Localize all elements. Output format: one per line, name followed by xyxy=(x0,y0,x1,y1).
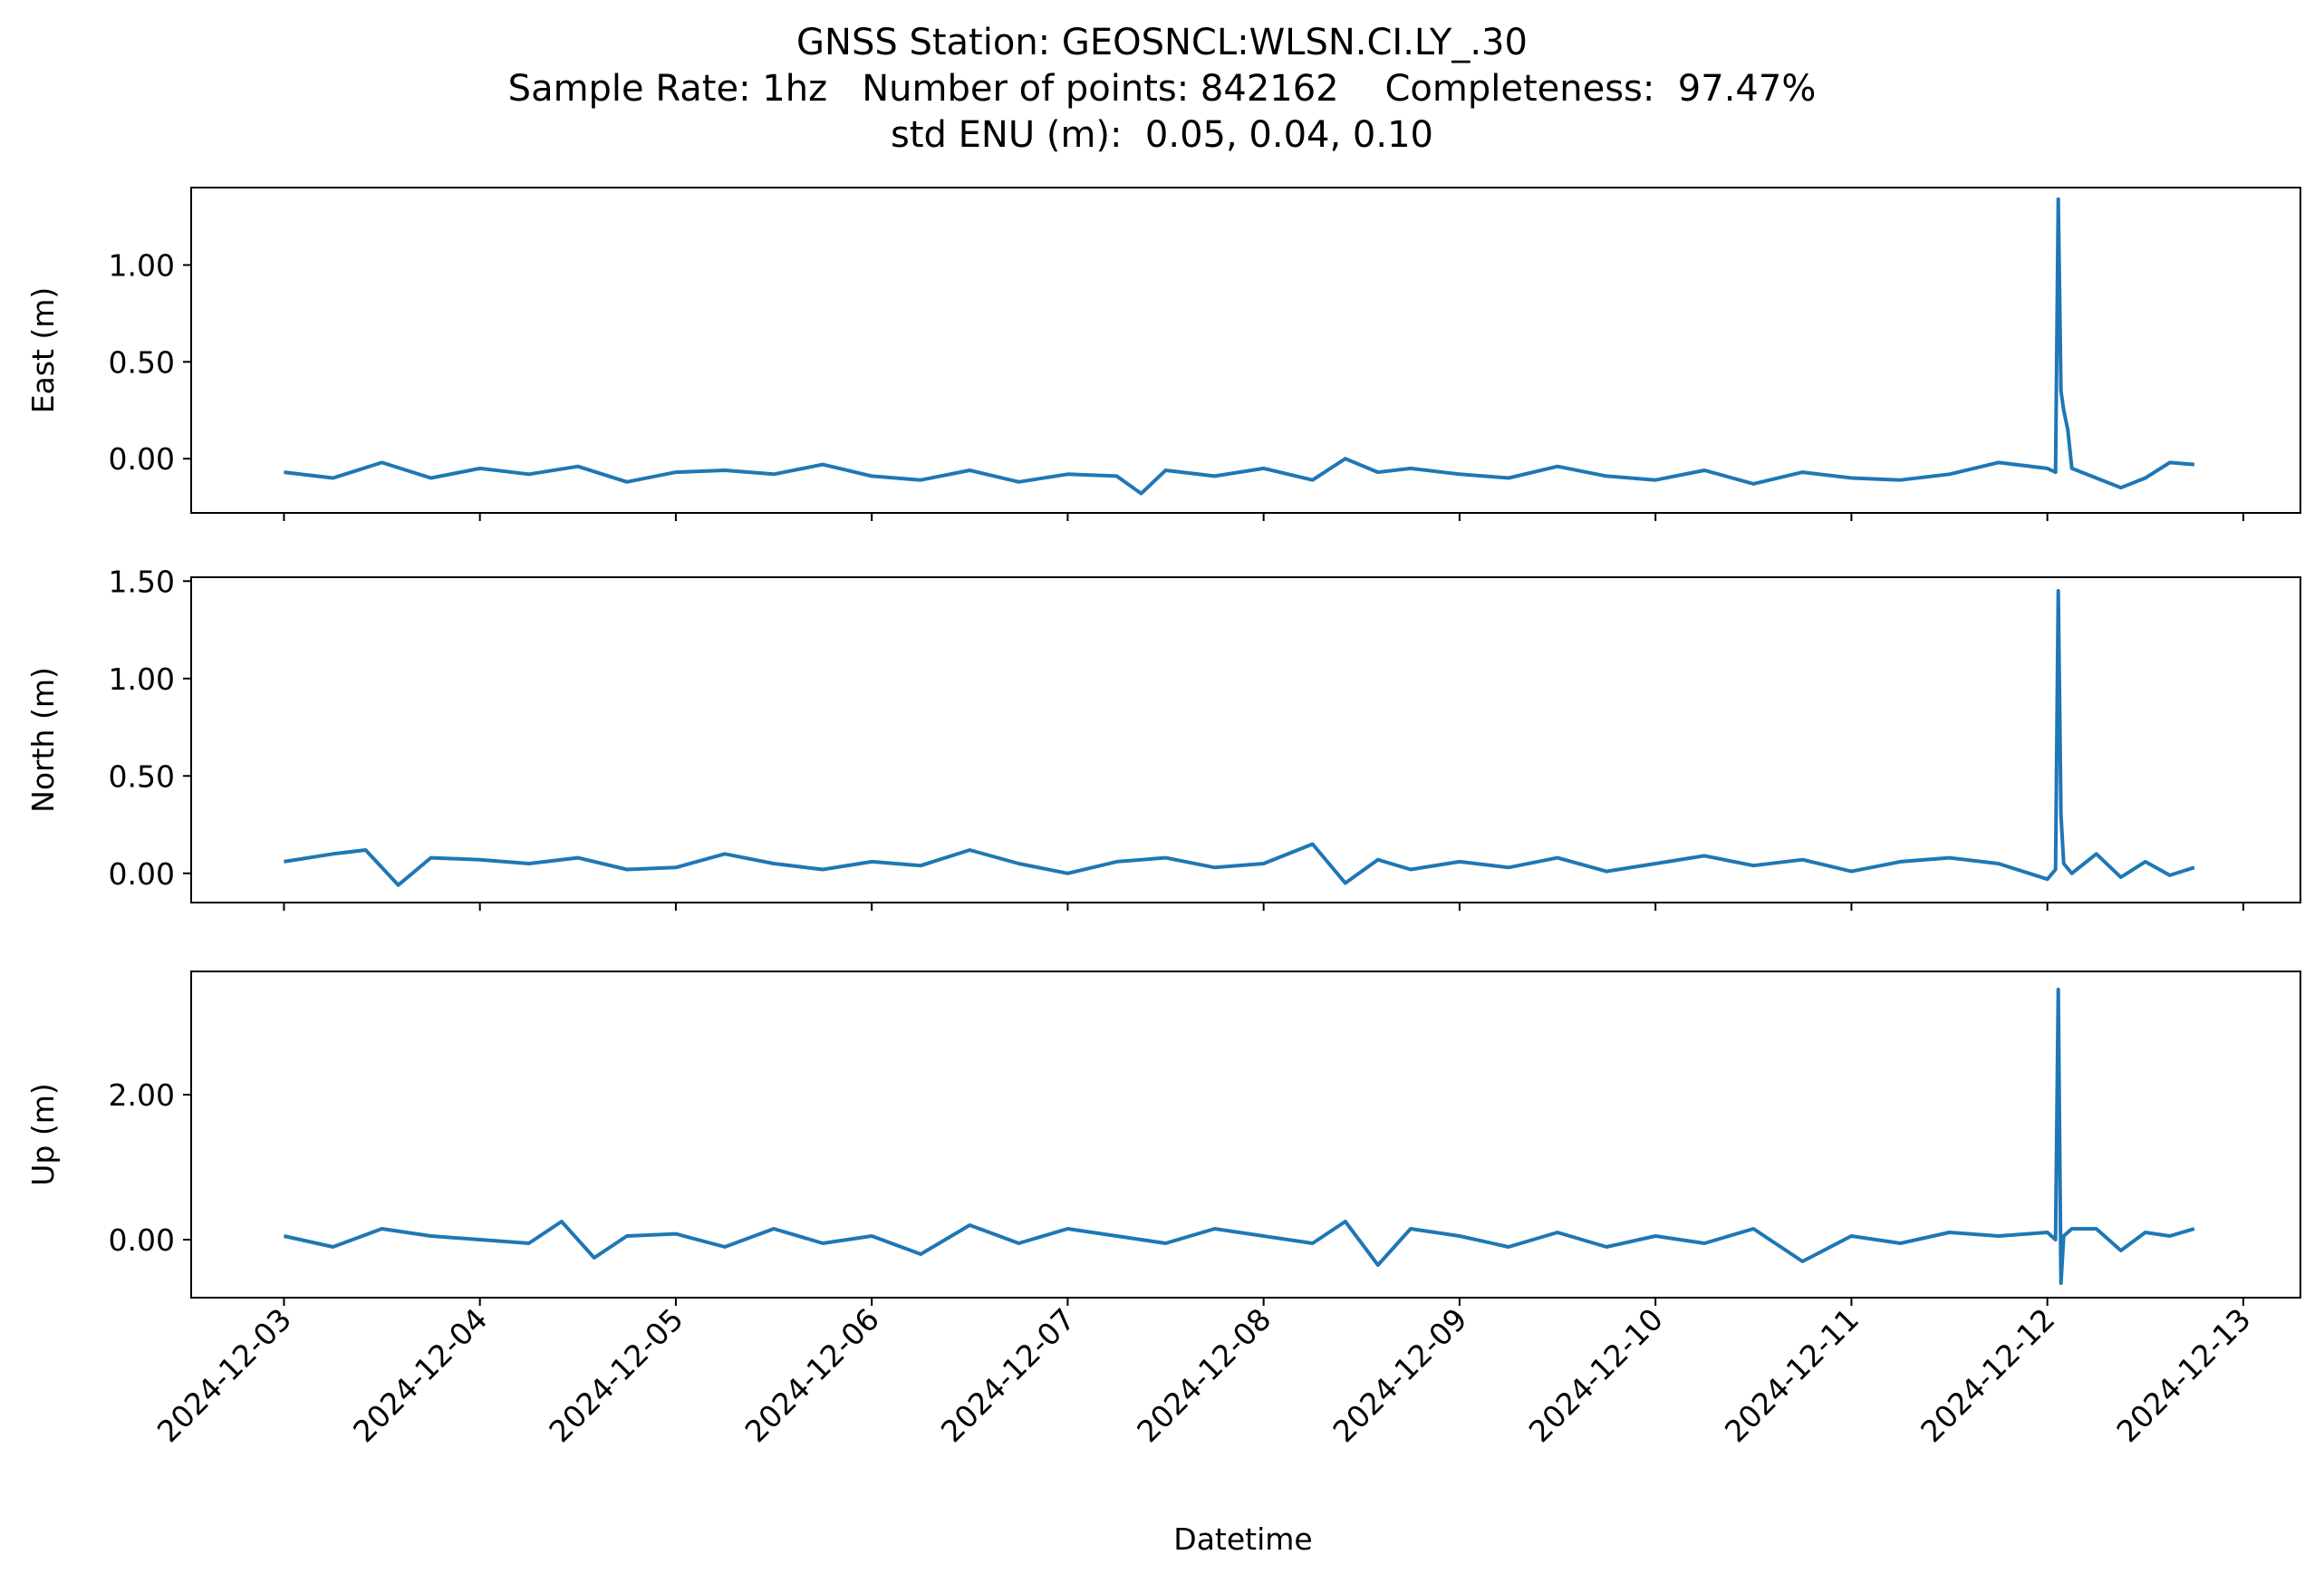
series-line xyxy=(284,589,2195,887)
title-line-std: std ENU (m): 0.05, 0.04, 0.10 xyxy=(891,114,1433,156)
y-tick-label: 0.50 xyxy=(109,758,175,794)
title-line-station: GNSS Station: GEOSNCL:WLSN.CI.LY_.30 xyxy=(796,22,1528,63)
y-tick-label: 0.00 xyxy=(109,1222,175,1258)
y-tick-label: 0.00 xyxy=(109,856,175,892)
x-tick-label: 2024-12-06 xyxy=(738,1301,886,1449)
series-line xyxy=(283,988,2195,1285)
plot-layer: 1.00 0.50 0.00 East (m) 1.50 1.00 0.50 0.00 Nort… xyxy=(25,187,2301,1449)
x-tick-label: 2024-12-07 xyxy=(934,1301,1082,1449)
panel-north: 1.50 1.00 0.50 0.00 North (m) xyxy=(25,564,2301,911)
y-axis-title: North (m) xyxy=(25,667,61,813)
x-tick-label: 2024-12-10 xyxy=(1522,1301,1670,1449)
x-tick-label: 2024-12-09 xyxy=(1326,1301,1473,1449)
x-tick-label: 2024-12-03 xyxy=(150,1301,298,1449)
y-tick-label: 2.00 xyxy=(109,1077,175,1113)
series-line xyxy=(284,197,2195,496)
x-axis-title: Datetime xyxy=(1173,1521,1312,1557)
panel-east: 1.00 0.50 0.00 East (m) xyxy=(25,187,2301,521)
y-tick-label: 0.50 xyxy=(109,344,175,380)
panel-up: 2.00 0.00 Up (m) xyxy=(25,971,2301,1306)
y-axis-title: Up (m) xyxy=(25,1083,61,1186)
plot-frame xyxy=(190,971,2301,1299)
y-axis-title: East (m) xyxy=(25,287,61,414)
plot-frame xyxy=(190,187,2301,514)
x-tick-label: 2024-12-04 xyxy=(346,1301,494,1449)
x-tick-label: 2024-12-12 xyxy=(1914,1301,2061,1449)
title-line-sampling: Sample Rate: 1hz Number of points: 84216… xyxy=(507,68,1817,110)
x-tick-label: 2024-12-11 xyxy=(1718,1301,1866,1449)
x-tick-label: 2024-12-05 xyxy=(542,1301,689,1449)
x-tick-label: 2024-12-13 xyxy=(2109,1301,2257,1449)
plot-frame xyxy=(190,576,2301,903)
y-tick-label: 1.00 xyxy=(109,662,175,697)
y-tick-label: 1.00 xyxy=(109,247,175,283)
y-tick-label: 1.50 xyxy=(109,564,175,599)
y-tick-label: 0.00 xyxy=(109,441,175,477)
chart-title: GNSS Station: GEOSNCL:WLSN.CI.LY_.30 Sam… xyxy=(0,20,2324,159)
x-tick-label: 2024-12-08 xyxy=(1130,1301,1278,1449)
